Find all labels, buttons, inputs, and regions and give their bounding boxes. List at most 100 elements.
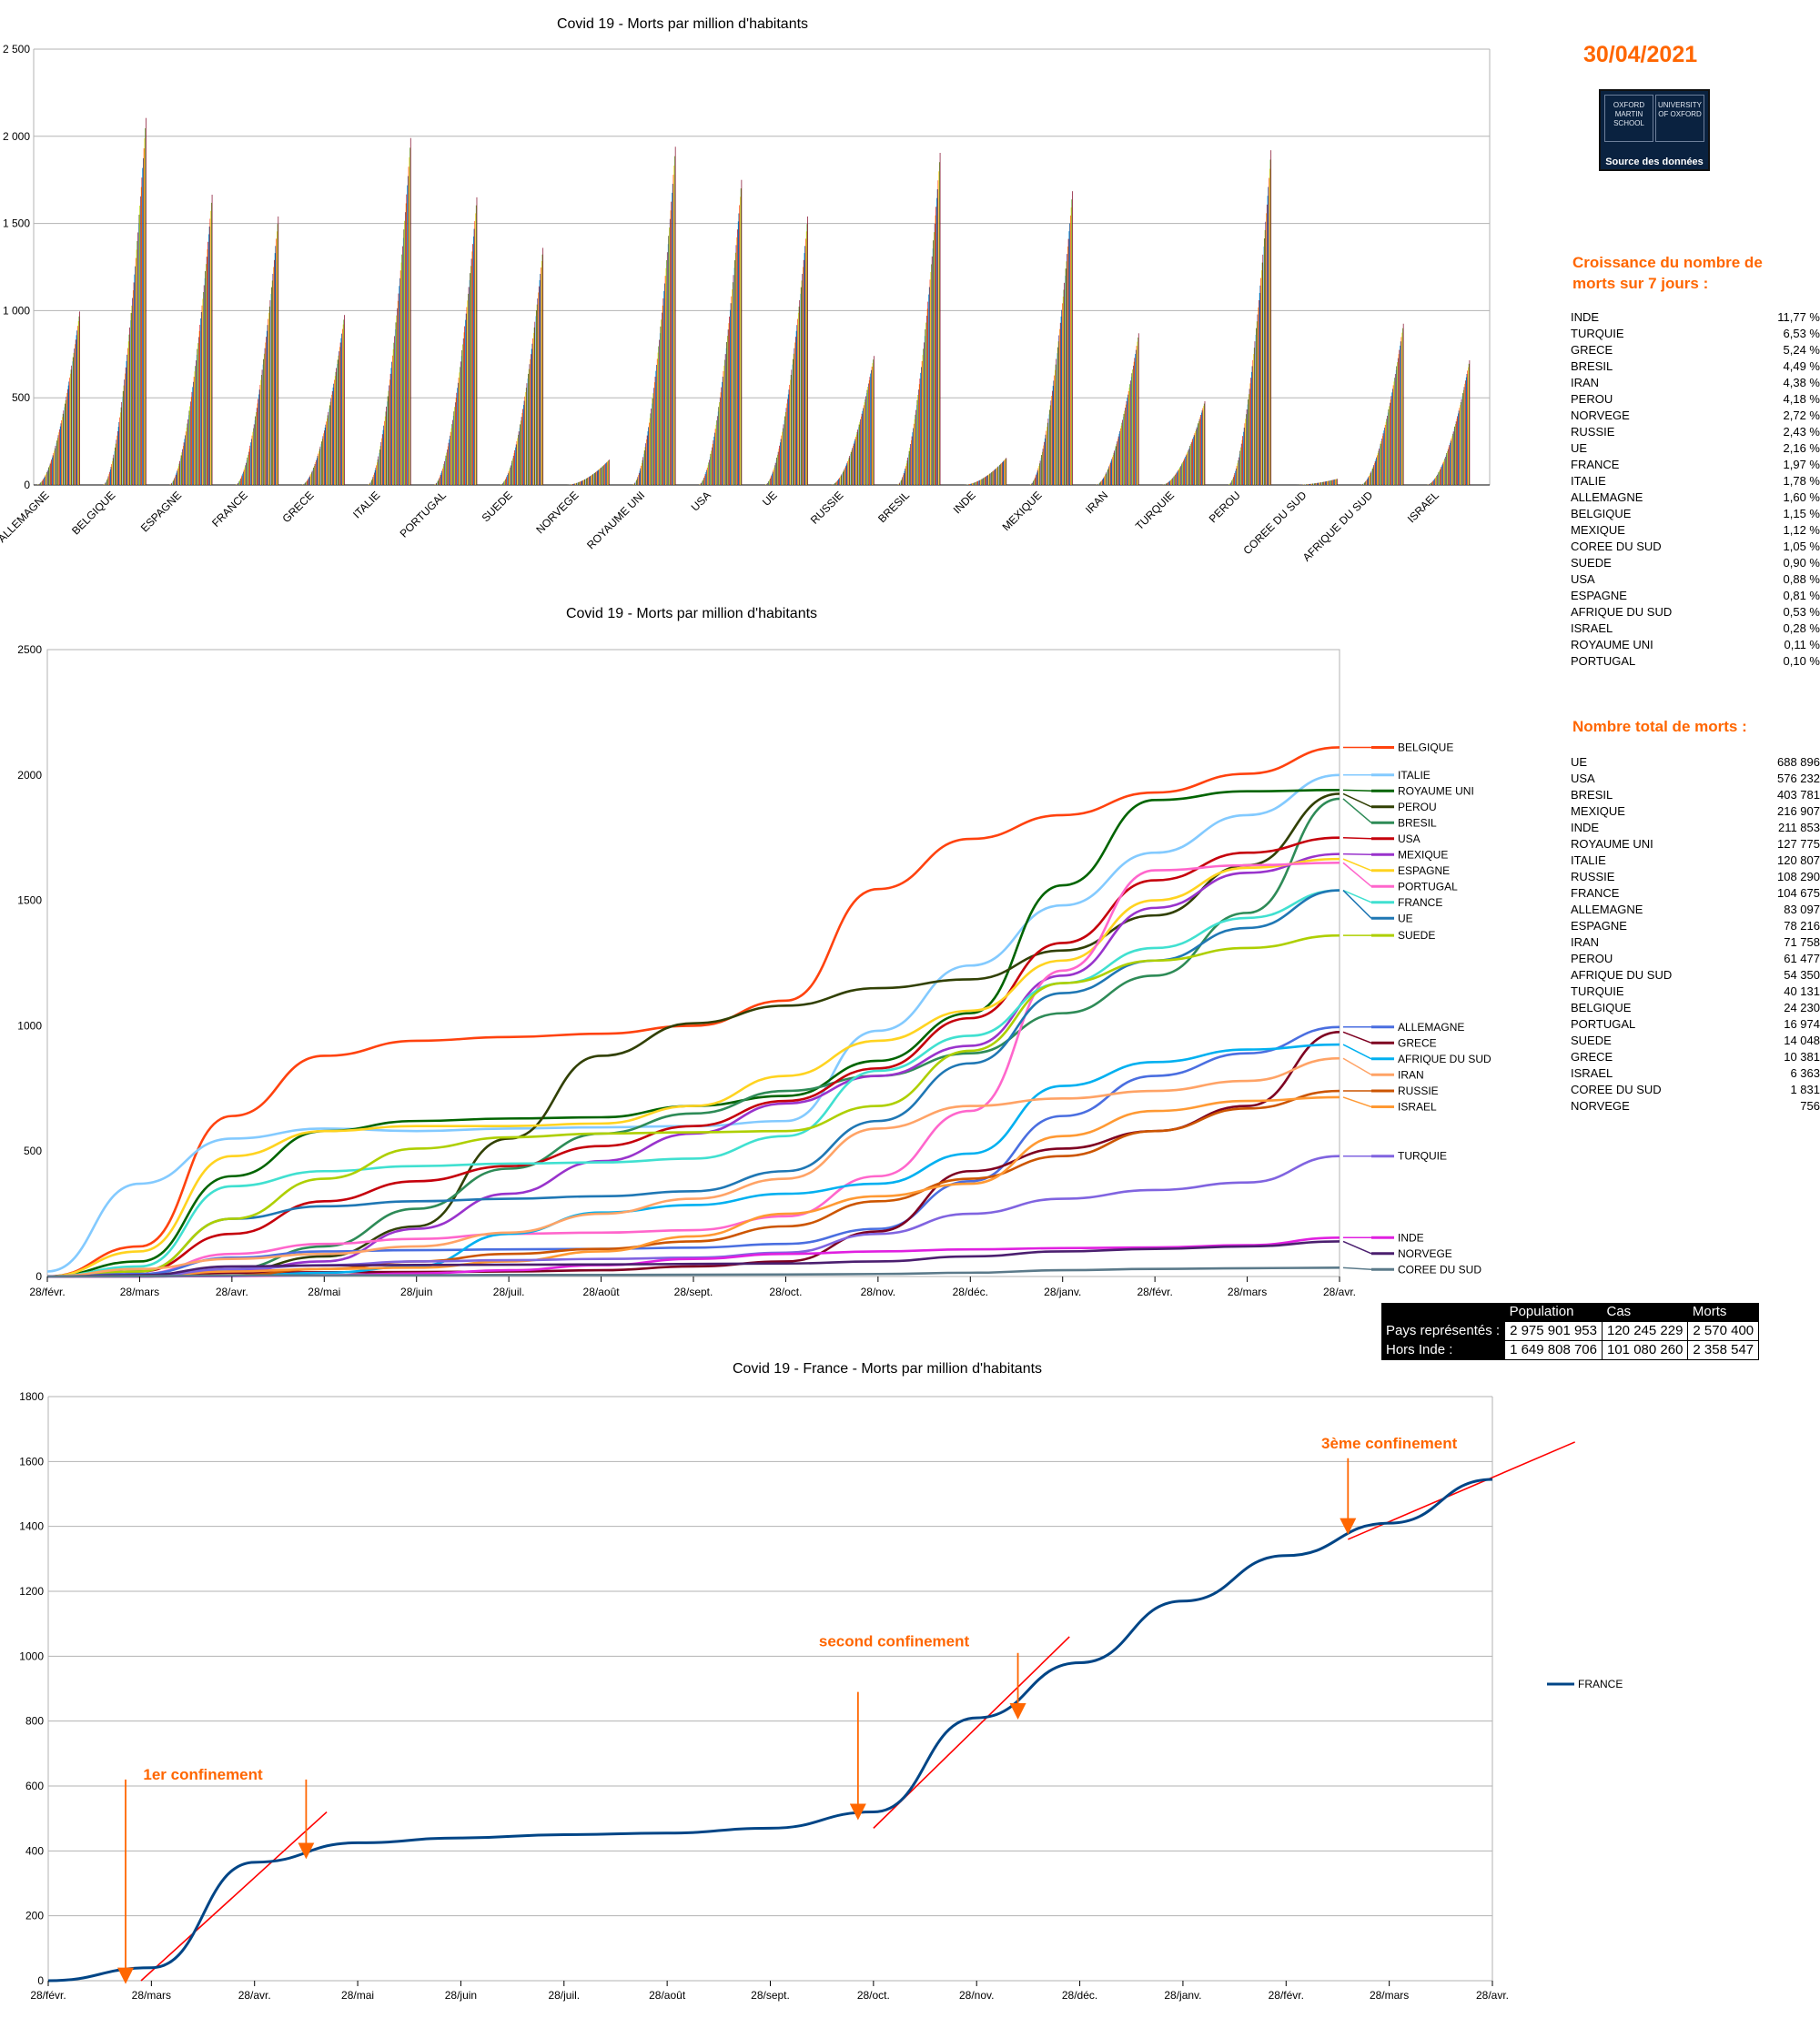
bar xyxy=(789,384,791,485)
bar xyxy=(313,466,315,485)
bar xyxy=(1049,409,1050,485)
series-line-coree-du-sud xyxy=(46,1266,1340,1278)
bar xyxy=(1313,483,1315,485)
bar xyxy=(637,477,639,485)
bar xyxy=(1266,213,1267,485)
bar xyxy=(1363,482,1365,485)
deaths-row: UE 688 896 xyxy=(1571,754,1820,771)
bar xyxy=(662,298,664,485)
bar xyxy=(533,332,534,485)
bar xyxy=(436,482,438,485)
bar-group-portugal xyxy=(434,197,478,486)
line-chart-france: Covid 19 - France - Morts par million d'… xyxy=(19,1361,1623,2002)
bar xyxy=(1113,452,1115,485)
bar xyxy=(772,473,773,485)
bar xyxy=(1254,341,1256,485)
bar xyxy=(1135,349,1137,485)
bar xyxy=(1055,364,1057,485)
bar xyxy=(70,369,72,485)
bar xyxy=(606,461,608,485)
line-x-tick: 28/juil. xyxy=(493,1286,525,1298)
bar xyxy=(518,434,519,485)
bar xyxy=(458,378,460,485)
bar xyxy=(39,483,41,485)
bar-category-label: GRECE xyxy=(279,489,316,525)
bar xyxy=(323,433,324,485)
bar xyxy=(312,469,314,485)
bar xyxy=(1247,404,1249,485)
bar xyxy=(731,296,733,485)
bar xyxy=(450,431,451,485)
bar xyxy=(1004,459,1005,485)
bar xyxy=(673,165,675,485)
bar xyxy=(1182,462,1183,485)
bar xyxy=(204,277,206,485)
bar xyxy=(51,457,53,485)
bar xyxy=(572,484,573,485)
bar xyxy=(530,358,531,485)
bar xyxy=(330,398,332,485)
growth-value: 0,53 % xyxy=(1783,605,1820,619)
bar-category-label: BRESIL xyxy=(875,489,912,525)
bar-category-label: MEXIQUE xyxy=(1000,489,1045,533)
bar xyxy=(858,427,859,485)
bar xyxy=(972,483,974,485)
bar xyxy=(1255,334,1257,485)
bar xyxy=(926,308,928,485)
trend-line xyxy=(140,1811,328,1982)
bar xyxy=(472,236,474,485)
bar xyxy=(185,435,186,485)
bar xyxy=(703,478,704,485)
bar xyxy=(597,470,599,485)
bar xyxy=(970,483,972,485)
bar xyxy=(1396,366,1398,485)
bar xyxy=(319,446,321,485)
growth-value: 0,88 % xyxy=(1783,572,1820,586)
bar xyxy=(258,389,260,485)
bar xyxy=(253,428,254,485)
bar xyxy=(1112,457,1113,485)
growth-row: ROYAUME UNI 0,11 % xyxy=(1571,637,1820,653)
growth-country: RUSSIE xyxy=(1571,425,1615,439)
bar xyxy=(905,466,906,485)
bar xyxy=(76,330,78,485)
bar xyxy=(329,401,331,485)
bar xyxy=(77,326,78,485)
bar xyxy=(992,470,994,485)
deaths-country: SUEDE xyxy=(1571,1034,1612,1047)
bar xyxy=(140,187,142,485)
bar xyxy=(860,419,861,485)
bar xyxy=(850,451,852,485)
bar xyxy=(862,410,864,485)
bar xyxy=(529,364,531,485)
bar xyxy=(1031,482,1033,485)
bar xyxy=(1448,447,1450,485)
bar xyxy=(380,442,382,485)
bar xyxy=(1036,470,1038,485)
bar xyxy=(326,421,327,485)
deaths-country: UE xyxy=(1571,755,1588,769)
bar xyxy=(1188,449,1189,485)
series-line-royaume-uni xyxy=(46,789,1340,1278)
bar xyxy=(462,344,463,485)
bar xyxy=(859,421,861,485)
bar xyxy=(986,475,987,485)
bar xyxy=(71,365,73,485)
bar xyxy=(1452,431,1454,485)
bar xyxy=(1228,484,1230,485)
series-label-arrow xyxy=(1342,1057,1372,1075)
bar xyxy=(274,253,276,485)
bar xyxy=(729,309,731,485)
bar xyxy=(1469,360,1471,485)
bar xyxy=(1233,475,1235,485)
bar xyxy=(781,435,783,485)
bar xyxy=(515,447,516,485)
bar xyxy=(1118,433,1120,485)
bar xyxy=(1467,370,1469,485)
bar-category-label: ROYAUME UNI xyxy=(584,489,647,551)
bar xyxy=(448,442,450,485)
bar xyxy=(1400,341,1401,485)
bar-group-suede xyxy=(500,247,544,485)
bar xyxy=(326,418,328,485)
bar xyxy=(671,201,672,485)
